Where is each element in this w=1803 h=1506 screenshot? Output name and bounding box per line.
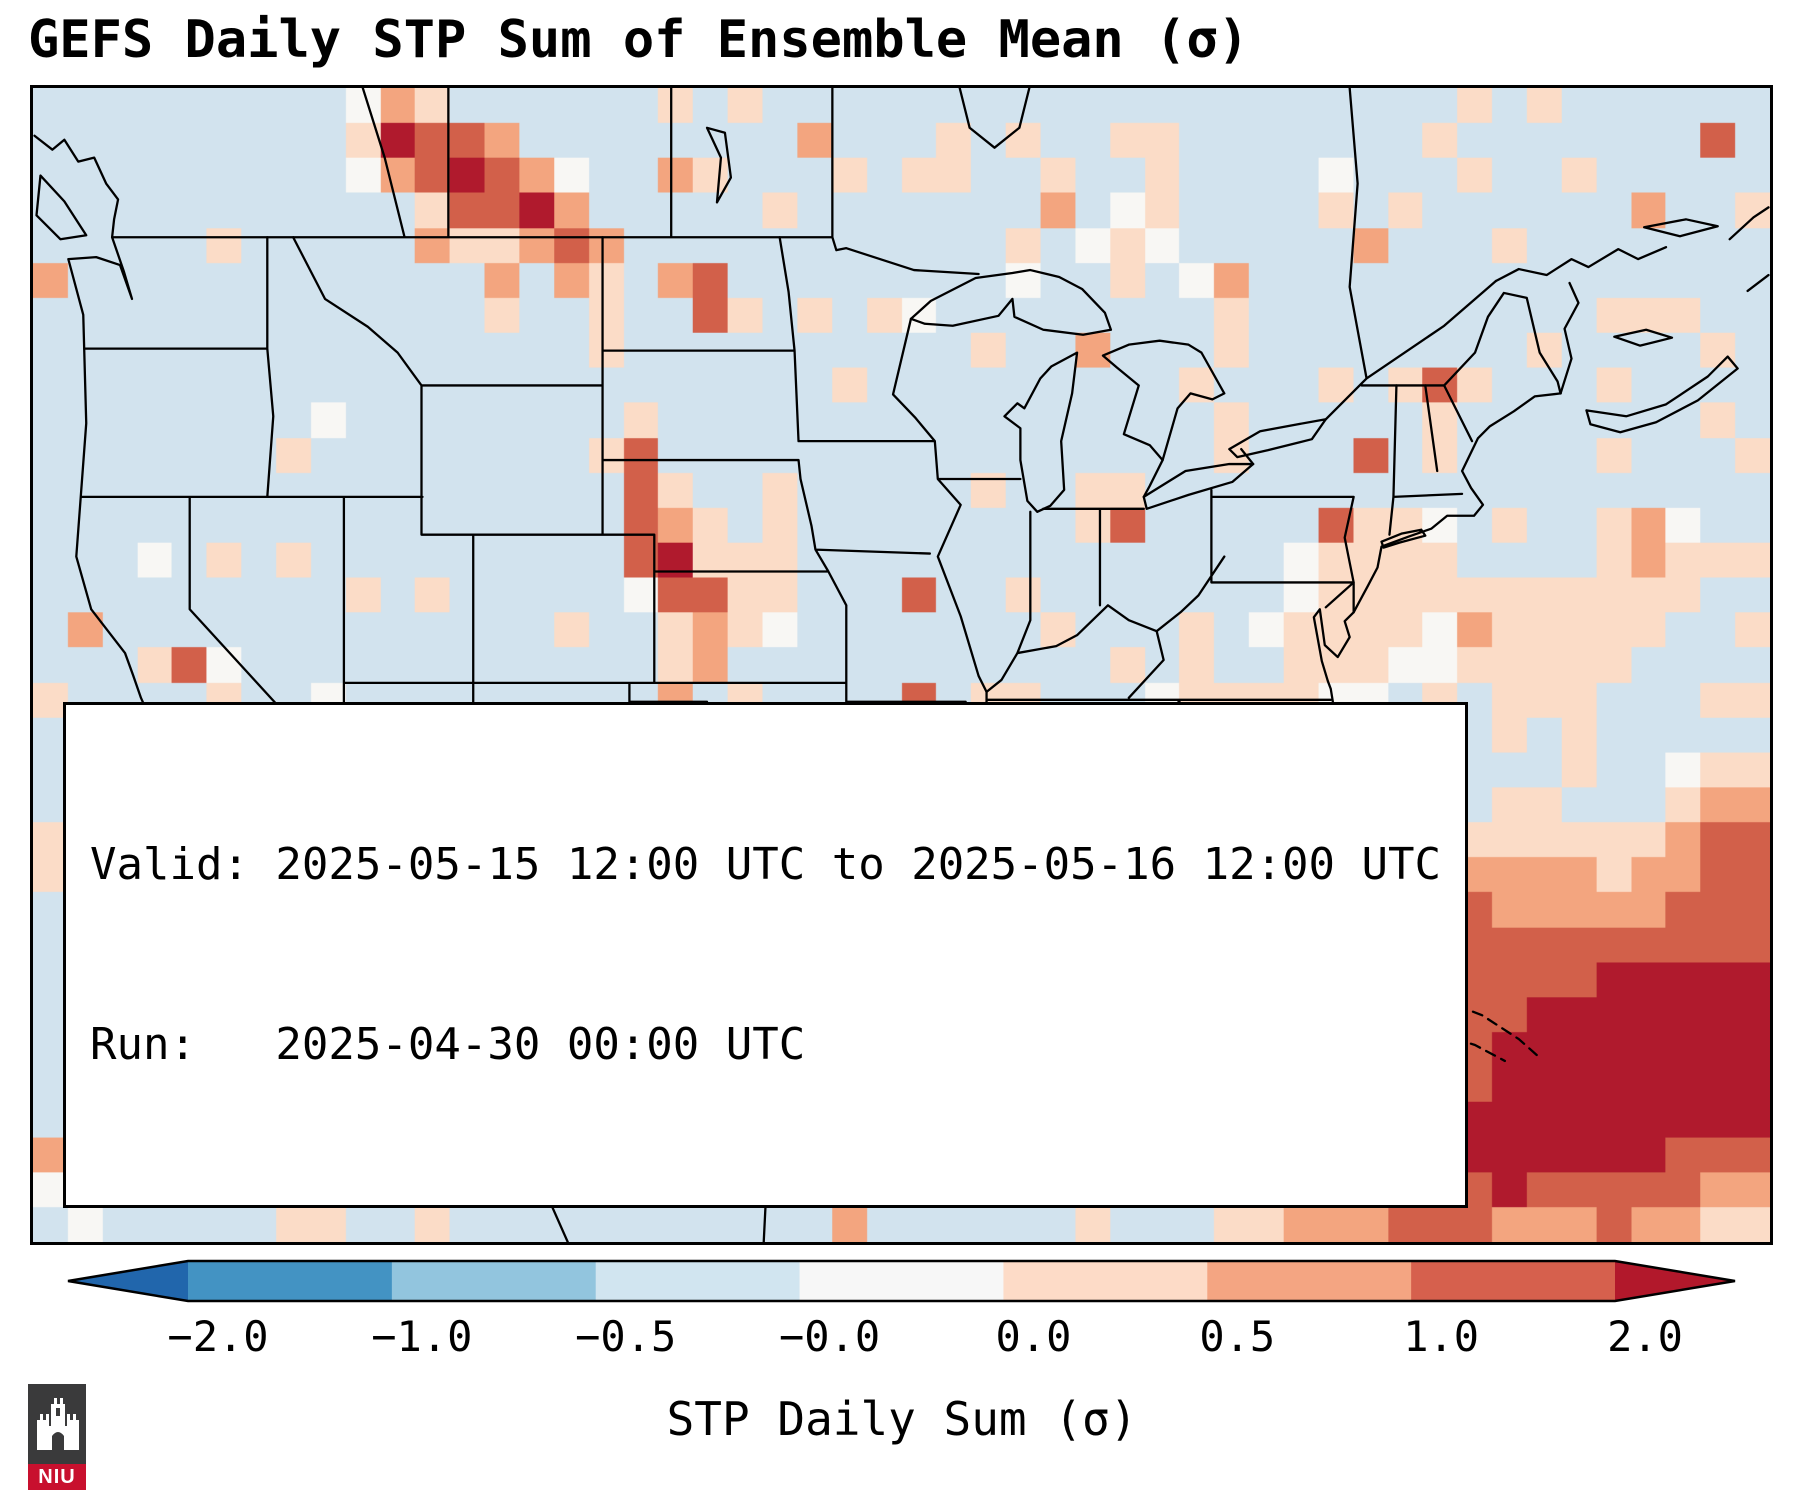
niu-banner-text: NIU bbox=[28, 1464, 86, 1490]
canada-borders bbox=[110, 88, 1562, 499]
colorbar-segment bbox=[799, 1261, 1005, 1301]
islands-and-northeast-coast bbox=[705, 88, 1770, 549]
colorbar-tick-label: −1.0 bbox=[371, 1312, 473, 1361]
map-panel: Valid: 2025-05-15 12:00 UTC to 2025-05-1… bbox=[30, 85, 1773, 1245]
colorbar-tick-label: 0.0 bbox=[995, 1312, 1072, 1361]
colorbar-segment bbox=[1207, 1261, 1412, 1301]
colorbar-segment bbox=[595, 1261, 801, 1301]
niu-logo: NIU bbox=[28, 1384, 86, 1490]
colorbar-segment bbox=[1003, 1261, 1208, 1301]
great-lakes bbox=[909, 268, 1327, 513]
colorbar-segment bbox=[188, 1261, 393, 1301]
colorbar-axis-label: STP Daily Sum (σ) bbox=[666, 1392, 1138, 1446]
colorbar-segment bbox=[1411, 1261, 1616, 1301]
colorbar-tick-labels: −2.0 −1.0 −0.5 −0.0 0.0 0.5 1.0 2.0 bbox=[30, 1312, 1773, 1364]
colorbar-tick-label: 1.0 bbox=[1403, 1312, 1480, 1361]
colorbar-tick-label: −0.5 bbox=[575, 1312, 677, 1361]
figure-title: GEFS Daily STP Sum of Ensemble Mean (σ) bbox=[28, 10, 1249, 70]
valid-time-line: Valid: 2025-05-15 12:00 UTC to 2025-05-1… bbox=[90, 839, 1442, 890]
colorbar bbox=[67, 1259, 1736, 1303]
colorbar-outline bbox=[67, 1259, 1736, 1303]
colorbar-segment bbox=[1615, 1261, 1735, 1301]
colorbar-tick-label: 0.5 bbox=[1199, 1312, 1276, 1361]
niu-castle-icon bbox=[28, 1384, 86, 1464]
colorbar-tick-label: −2.0 bbox=[167, 1312, 269, 1361]
colorbar-tick-label: −0.0 bbox=[778, 1312, 881, 1361]
colorbar-segment bbox=[68, 1261, 188, 1301]
validity-info-box: Valid: 2025-05-15 12:00 UTC to 2025-05-1… bbox=[63, 702, 1469, 1208]
colorbar-segment bbox=[391, 1261, 597, 1301]
colorbar-tick-label: 2.0 bbox=[1607, 1312, 1683, 1361]
run-time-line: Run: 2025-04-30 00:00 UTC bbox=[90, 1019, 806, 1070]
